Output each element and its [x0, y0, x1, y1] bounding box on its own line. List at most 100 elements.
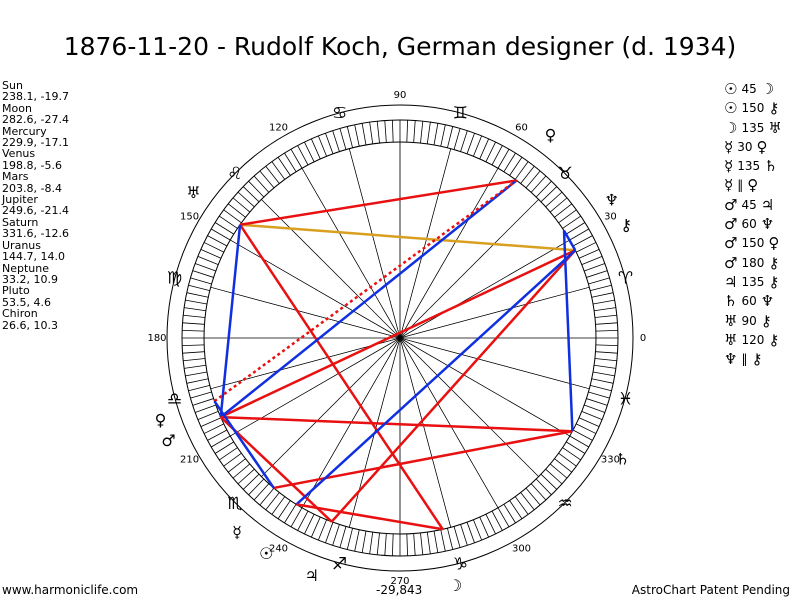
aspect-line: [296, 503, 443, 531]
zodiac-sign-glyph: ♒: [557, 494, 572, 514]
degree-tick: [584, 404, 605, 413]
degree-tick: [203, 242, 225, 253]
aspect-row: ☉ 150 ⚷: [724, 99, 800, 118]
degree-tick: [466, 133, 475, 154]
planet-glyph: ♀: [545, 126, 557, 145]
degree-tick: [575, 423, 597, 434]
aspect-angle: 150: [741, 101, 765, 116]
aspect-line: [219, 416, 333, 523]
degree-tick: [558, 209, 577, 224]
degree-tick: [223, 452, 242, 467]
degree-tick: [575, 242, 597, 253]
aspect-planet-glyph: ♆: [760, 292, 775, 311]
degree-tick: [590, 385, 612, 392]
planet-coords: 249.6, -21.4: [2, 204, 69, 218]
degree-tick: [232, 463, 251, 479]
zodiac-sign-glyph: ♎: [167, 389, 182, 409]
aspect-angle: ‖: [737, 178, 744, 193]
degree-tick: [361, 530, 367, 553]
degree-tick: [426, 532, 431, 554]
degree-tick: [354, 529, 360, 552]
aspect-line: [562, 230, 574, 432]
degree-tick: [595, 344, 618, 347]
zodiac-sign-glyph: ♏: [227, 494, 242, 514]
degree-tick: [207, 429, 228, 441]
planet-glyph: ♃: [305, 566, 319, 585]
degree-tick: [447, 126, 454, 148]
degree-label: 330: [601, 455, 620, 466]
aspect-angle: 45: [741, 197, 757, 212]
planet-name: Mars: [2, 170, 29, 184]
degree-tick: [549, 197, 568, 213]
aspect-angle: 60: [741, 217, 757, 232]
aspect-planet-glyph: ⚷: [768, 253, 780, 272]
degree-tick: [535, 478, 552, 496]
degree-tick: [183, 314, 206, 318]
degree-tick: [192, 270, 214, 278]
degree-tick: [339, 526, 347, 548]
degree-tick: [182, 329, 205, 332]
degree-tick: [200, 417, 222, 428]
degree-tick: [310, 516, 321, 538]
degree-tick: [242, 186, 260, 203]
zodiac-sign-glyph: ♑: [453, 555, 468, 575]
degree-tick: [297, 510, 309, 531]
degree-tick: [304, 141, 315, 163]
division-spoke: [210, 286, 590, 390]
degree-tick: [473, 519, 483, 541]
degree-tick: [346, 528, 353, 550]
degree-label: 90: [394, 90, 407, 101]
planet-coords: 144.7, 14.0: [2, 250, 65, 264]
degree-tick: [242, 473, 260, 490]
degree-tick: [207, 235, 228, 247]
degree-tick: [200, 248, 222, 259]
footer-patent-note: AstroChart Patent Pending: [631, 583, 790, 597]
planet-glyph: ♅: [186, 183, 200, 202]
degree-label: 0: [640, 333, 646, 344]
aspect-planet-glyph: ☽: [760, 80, 775, 98]
footer-website[interactable]: www.harmoniclife.com: [2, 583, 139, 597]
degree-tick: [290, 149, 303, 169]
aspect-row: ☿ ‖ ♀: [724, 176, 800, 195]
degree-tick: [569, 228, 589, 241]
planet-name: Jupiter: [2, 193, 38, 207]
degree-tick: [190, 277, 212, 285]
degree-tick: [545, 191, 563, 208]
degree-tick: [253, 483, 270, 501]
zodiac-sign-glyph: ♈: [618, 269, 633, 289]
degree-tick: [197, 255, 219, 265]
aspect-planet-glyph: ☽: [724, 118, 738, 137]
degree-tick: [588, 391, 610, 399]
zodiac-sign-glyph: ♐: [332, 555, 347, 575]
degree-tick: [197, 411, 219, 421]
aspect-line: [220, 249, 576, 419]
degree-tick: [420, 532, 424, 555]
degree-tick: [325, 522, 334, 543]
aspect-planet-glyph: ♅: [724, 311, 738, 330]
aspect-angle: 135: [741, 120, 765, 135]
degree-tick: [332, 524, 340, 546]
degree-tick: [509, 157, 523, 176]
aspect-angle: 120: [741, 332, 765, 347]
degree-tick: [317, 519, 327, 541]
aspect-row: ♂ 60 ♆: [724, 215, 800, 234]
degree-tick: [325, 133, 334, 154]
aspect-line: [213, 400, 275, 489]
aspect-row: ♄ 60 ♆: [724, 292, 800, 311]
planet-glyph: ⚷: [620, 216, 632, 235]
aspect-row: ♃ 135 ⚷: [724, 273, 800, 292]
degree-tick: [195, 263, 216, 272]
degree-label: 300: [512, 543, 531, 554]
aspect-row: ☉ 45 ☽: [724, 80, 800, 99]
degree-tick: [591, 378, 614, 384]
degree-tick: [503, 152, 516, 172]
zodiac-sign-glyph: ♋: [332, 103, 347, 123]
degree-tick: [259, 487, 275, 506]
degree-tick: [186, 378, 209, 384]
degree-tick: [584, 263, 605, 272]
degree-tick: [253, 175, 270, 193]
aspect-planet-glyph: ♀: [756, 137, 768, 156]
aspect-line: [220, 415, 573, 433]
degree-label: 180: [147, 333, 166, 344]
